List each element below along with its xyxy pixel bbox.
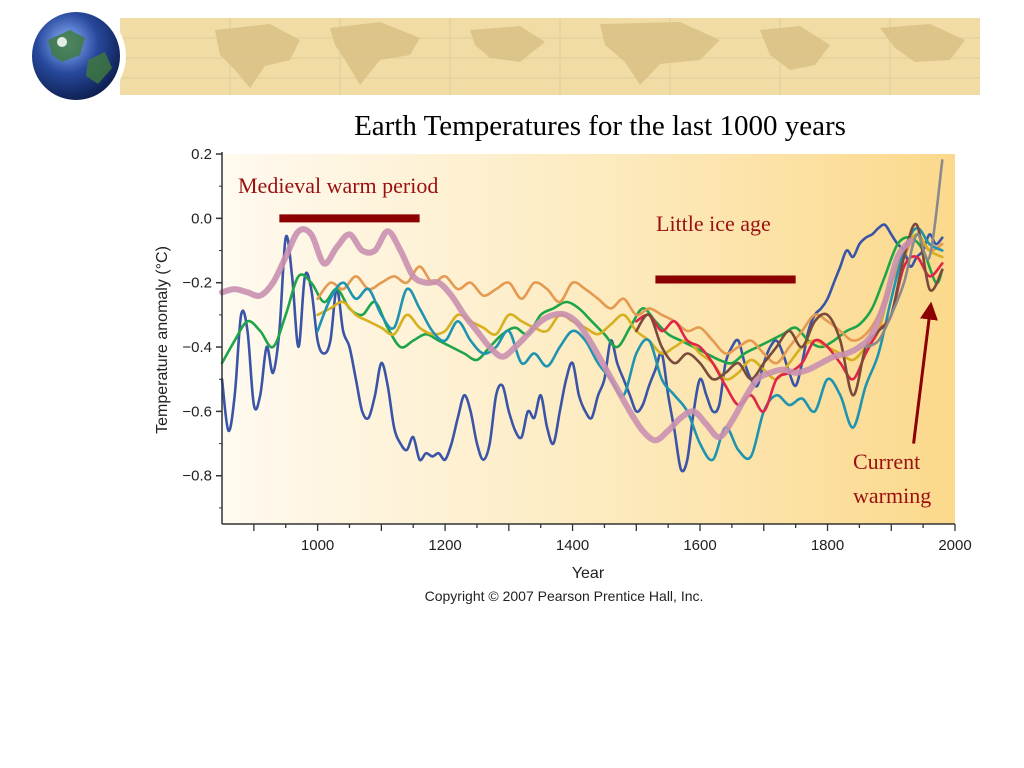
series-line-3 xyxy=(316,233,944,365)
x-tick-label: 2000 xyxy=(938,537,971,554)
y-axis-title: Temperature anomaly (°C) xyxy=(154,246,171,434)
copyright-text: Copyright © 2007 Pearson Prentice Hall, … xyxy=(425,588,704,604)
series-line-8 xyxy=(864,159,944,349)
banner-grid xyxy=(120,18,980,95)
y-tick-label: −0.6 xyxy=(182,403,212,420)
y-tick-label: −0.8 xyxy=(182,468,212,485)
annotation-little-ice-age: Little ice age xyxy=(656,211,771,236)
series-line-2 xyxy=(220,236,944,365)
y-tick-label: 0.0 xyxy=(191,210,212,227)
x-tick-label: 1000 xyxy=(301,537,334,554)
y-tick-label: −0.2 xyxy=(182,275,212,292)
annotation-medieval: Medieval warm period xyxy=(238,173,438,198)
series-line-5 xyxy=(316,226,944,462)
annotation-layer: Medieval warm period Little ice age Curr… xyxy=(238,173,938,508)
x-tick-label: 1600 xyxy=(683,537,716,554)
x-tick-label: 1400 xyxy=(556,537,589,554)
y-tick-label: 0.2 xyxy=(191,146,212,163)
slide-title: Earth Temperatures for the last 1000 yea… xyxy=(354,110,846,142)
x-tick-label: 1200 xyxy=(428,537,461,554)
current-warming-arrow xyxy=(912,301,938,444)
slide-banner xyxy=(26,6,980,106)
axes-layer: 0.2 0.0 −0.2 −0.4 −0.6 −0.8 1000 1200 1400 1600 18… xyxy=(182,146,971,554)
series-line-1 xyxy=(220,223,944,473)
annotation-current: Current xyxy=(853,449,920,474)
annotation-warming: warming xyxy=(853,483,931,508)
y-tick-label: −0.4 xyxy=(182,339,212,356)
x-tick-label: 1800 xyxy=(811,537,844,554)
series-line-9 xyxy=(219,226,914,444)
globe-icon xyxy=(26,6,126,106)
series-layer xyxy=(219,159,944,473)
x-axis-title: Year xyxy=(572,565,605,582)
